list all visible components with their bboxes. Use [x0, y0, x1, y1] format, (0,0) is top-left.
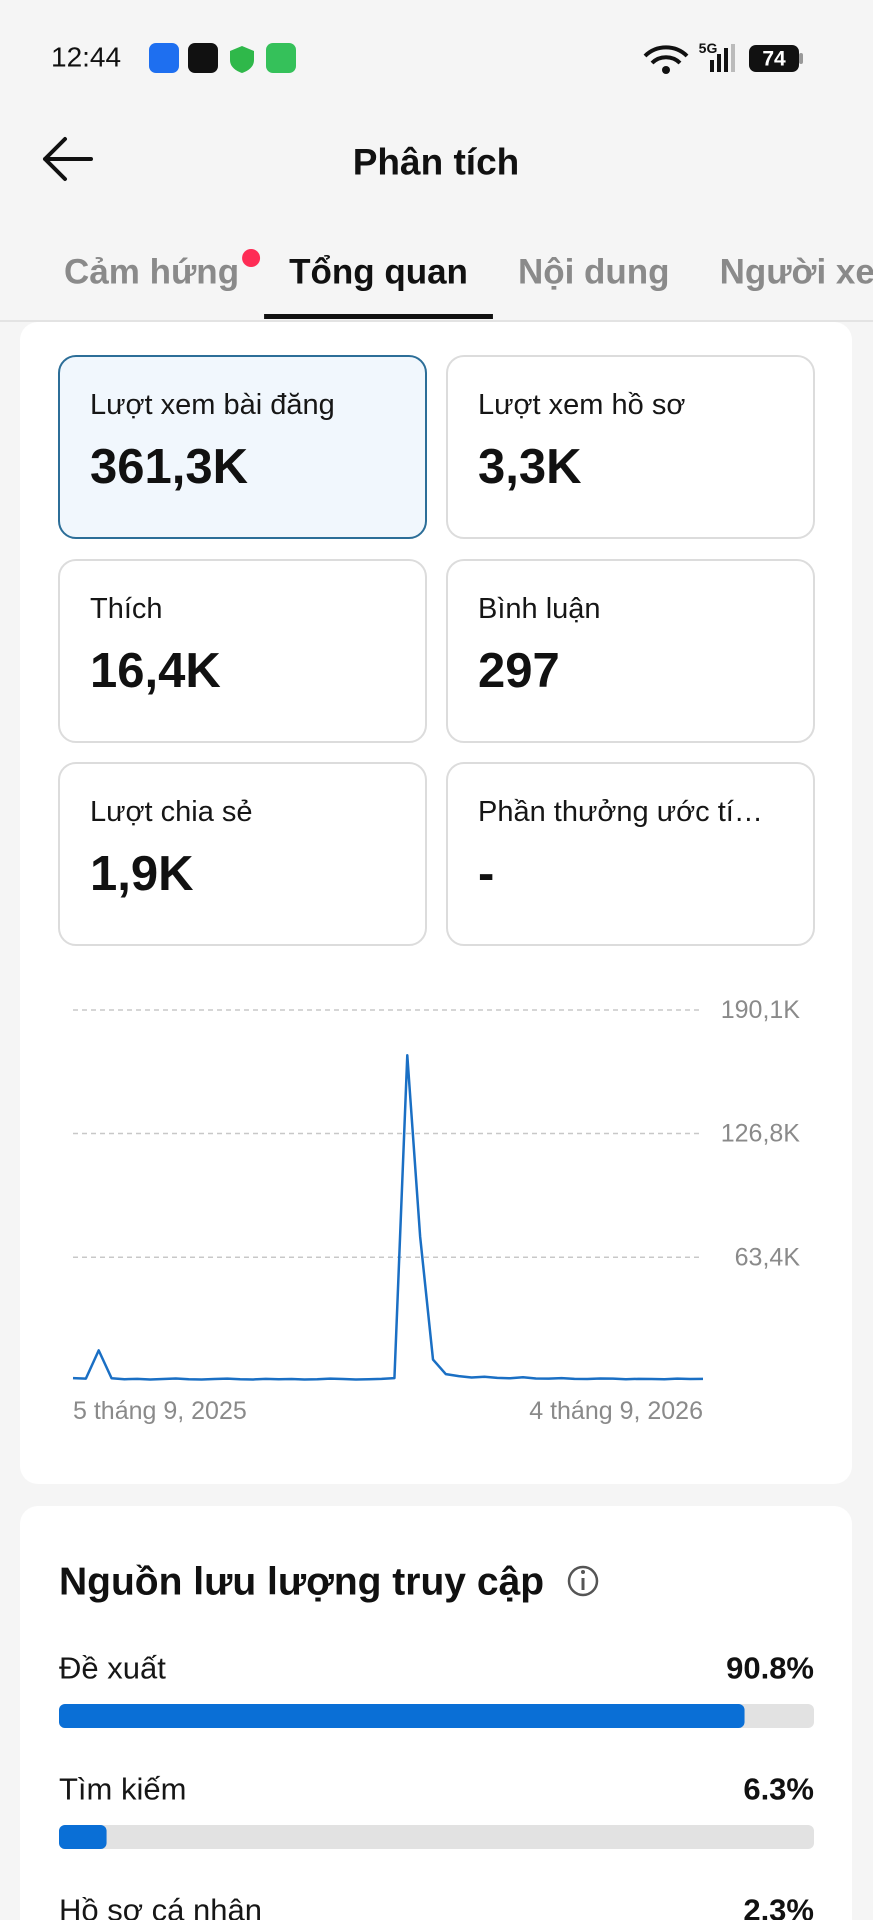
y-tick-label: 190,1K	[721, 996, 801, 1024]
y-tick-label: 126,8K	[721, 1120, 801, 1148]
status-time: 12:44	[51, 42, 121, 73]
metric-card[interactable]	[58, 559, 427, 743]
source-label: Đề xuất	[59, 1651, 166, 1686]
metric-card[interactable]	[58, 355, 427, 539]
battery	[749, 45, 799, 72]
tab[interactable]: Người xem	[720, 253, 873, 292]
source-value: 6.3%	[743, 1772, 814, 1807]
source-value: 90.8%	[726, 1651, 814, 1686]
metric-value: 361,3K	[90, 440, 248, 494]
x-tick-label: 4 tháng 9, 2026	[529, 1397, 703, 1425]
metric-label: Lượt xem bài đăng	[90, 389, 335, 421]
metric-card[interactable]	[446, 762, 815, 946]
x-tick-label: 5 tháng 9, 2025	[73, 1397, 247, 1425]
signal-bar	[731, 44, 735, 72]
tab[interactable]: Nội dung	[518, 253, 670, 292]
metric-card[interactable]	[446, 355, 815, 539]
bar	[59, 1825, 107, 1849]
metric-value: -	[478, 847, 494, 901]
metric-label: Lượt chia sẻ	[90, 796, 253, 828]
metric-value: 1,9K	[90, 847, 194, 901]
metric-card[interactable]	[446, 559, 815, 743]
zalo-icon	[149, 43, 179, 73]
wifi-icon	[650, 55, 682, 65]
tab[interactable]: Tổng quan	[289, 253, 468, 292]
notification-dot	[242, 249, 261, 267]
source-label: Hồ sơ cá nhân	[59, 1893, 262, 1920]
metric-label: Lượt xem hồ sơ	[478, 389, 685, 421]
battery-level: 74	[762, 48, 786, 71]
network-type: 5G	[699, 40, 718, 56]
info-icon	[581, 1570, 585, 1574]
metric-value: 16,4K	[90, 644, 221, 698]
signal-bar	[724, 48, 728, 72]
metric-value: 3,3K	[478, 440, 582, 494]
metric-label: Bình luận	[478, 593, 601, 625]
source-label: Tìm kiếm	[59, 1772, 186, 1807]
wifi-icon	[643, 45, 689, 58]
wifi-icon	[662, 66, 670, 74]
battery-tip	[799, 53, 803, 64]
messages-icon	[266, 43, 296, 73]
page-title: Phân tích	[353, 142, 520, 183]
back-button[interactable]	[43, 137, 93, 181]
info-icon[interactable]	[567, 1565, 599, 1597]
source-value: 2.3%	[743, 1893, 814, 1920]
signal-bar	[717, 54, 721, 72]
bar-track	[59, 1825, 814, 1849]
metric-card[interactable]	[58, 762, 427, 946]
metric-value: 297	[478, 644, 560, 698]
tiktok-icon	[188, 43, 218, 73]
bar	[59, 1704, 745, 1728]
metric-label: Phần thưởng ước tí…	[478, 796, 763, 828]
y-tick-label: 63,4K	[735, 1243, 801, 1271]
metric-label: Thích	[90, 593, 163, 625]
shield-icon	[230, 46, 254, 73]
signal-bar	[710, 60, 714, 72]
section-title: Nguồn lưu lượng truy cập	[59, 1561, 544, 1604]
data-line	[72, 1054, 704, 1381]
tab-underline	[264, 314, 493, 319]
tab[interactable]: Cảm hứng	[64, 253, 239, 292]
